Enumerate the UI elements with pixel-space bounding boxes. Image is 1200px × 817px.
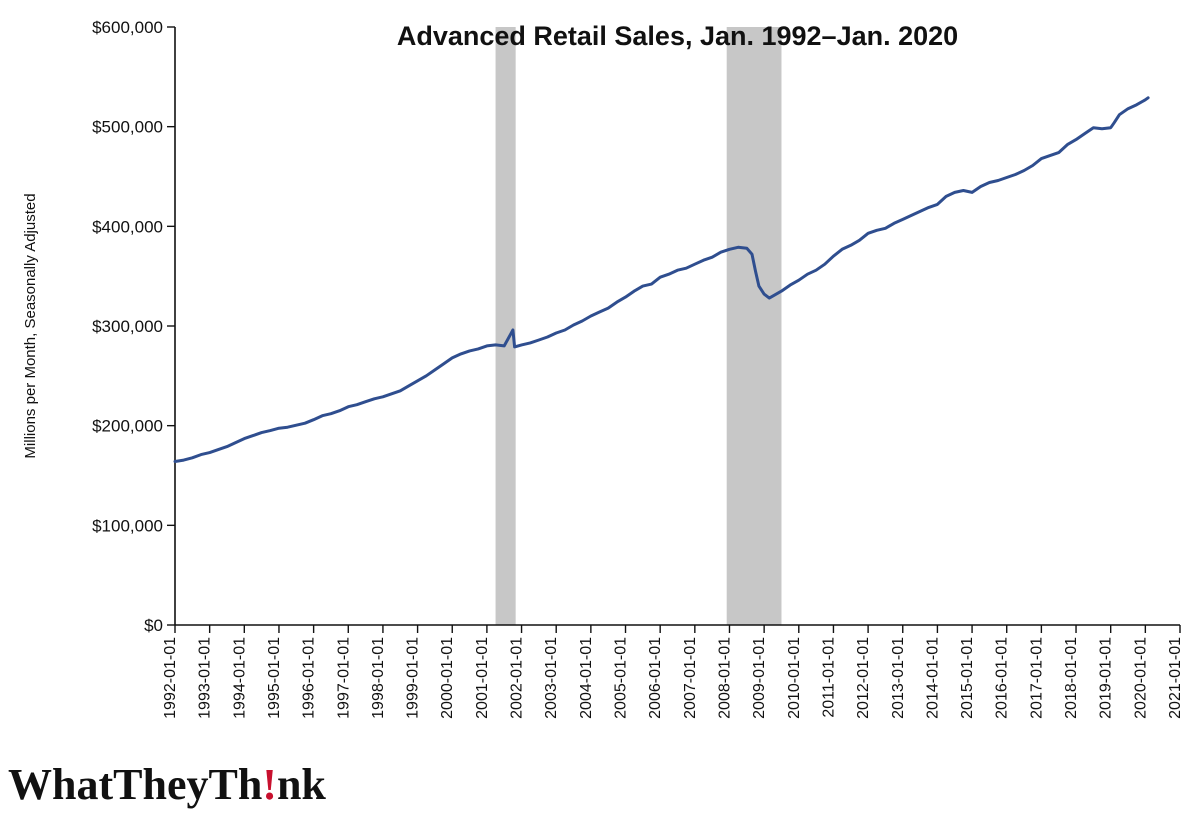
x-tick-label: 1993-01-01 — [197, 637, 214, 719]
chart-container: $0 $100,000 $200,000 $300,000 $400,000 $500,0… — [0, 0, 1200, 817]
y-axis-label: Millions per Month, Seasonally Adjusted — [22, 193, 39, 458]
x-tick-label: 1997-01-01 — [335, 637, 352, 719]
x-tick-label: 2000-01-01 — [439, 637, 456, 719]
x-tick-label: 1998-01-01 — [370, 637, 387, 719]
x-tick-label: 2005-01-01 — [613, 637, 630, 719]
x-tick-label: 2010-01-01 — [786, 637, 803, 719]
x-tick-label: 2006-01-01 — [647, 637, 664, 719]
y-tick-label: $0 — [144, 616, 163, 635]
x-tick-label: 2011-01-01 — [820, 637, 837, 718]
x-tick-label: 2012-01-01 — [855, 637, 872, 719]
x-tick-label: 1999-01-01 — [405, 637, 422, 719]
y-tick-label: $200,000 — [92, 417, 163, 436]
logo-exclamation-icon: ! — [262, 760, 277, 809]
x-tick-label: 2001-01-01 — [474, 637, 491, 719]
line-chart: $0 $100,000 $200,000 $300,000 $400,000 $500,0… — [0, 0, 1200, 817]
logo-text-after: nk — [277, 760, 326, 809]
x-tick-label: 2004-01-01 — [578, 637, 595, 719]
x-tick-label: 2008-01-01 — [716, 637, 733, 719]
x-tick-label: 2020-01-01 — [1132, 637, 1149, 719]
x-tick-label: 2003-01-01 — [543, 637, 560, 719]
recession-band — [496, 27, 516, 625]
x-tick-label: 2014-01-01 — [924, 637, 941, 719]
x-tick-label: 2015-01-01 — [959, 637, 976, 719]
y-tick-label: $400,000 — [92, 217, 163, 236]
x-tick-label: 2019-01-01 — [1098, 637, 1115, 719]
y-tick-label: $300,000 — [92, 317, 163, 336]
x-tick-label: 1995-01-01 — [266, 637, 283, 719]
x-tick-label: 1996-01-01 — [301, 637, 318, 719]
recession-band — [727, 27, 782, 625]
x-tick-label: 2007-01-01 — [682, 637, 699, 719]
logo-text-before: WhatTheyTh — [8, 760, 262, 809]
y-tick-label: $500,000 — [92, 118, 163, 137]
chart-title: Advanced Retail Sales, Jan. 1992–Jan. 20… — [397, 21, 958, 51]
y-tick-label: $600,000 — [92, 18, 163, 37]
x-tick-label: 1994-01-01 — [231, 637, 248, 719]
x-tick-label: 2002-01-01 — [509, 637, 526, 719]
x-tick-label: 2021-01-01 — [1167, 637, 1184, 719]
y-tick-label: $100,000 — [92, 516, 163, 535]
x-tick-label: 2013-01-01 — [890, 637, 907, 719]
x-tick-label: 2009-01-01 — [751, 637, 768, 719]
brand-logo: WhatTheyTh!nk — [8, 763, 326, 807]
x-tick-label: 1992-01-01 — [162, 637, 179, 719]
x-tick-label: 2016-01-01 — [994, 637, 1011, 719]
x-tick-label: 2018-01-01 — [1063, 637, 1080, 719]
x-tick-label: 2017-01-01 — [1028, 637, 1045, 719]
